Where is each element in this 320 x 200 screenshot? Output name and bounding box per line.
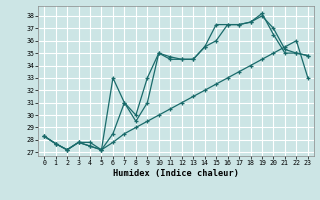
X-axis label: Humidex (Indice chaleur): Humidex (Indice chaleur) xyxy=(113,169,239,178)
